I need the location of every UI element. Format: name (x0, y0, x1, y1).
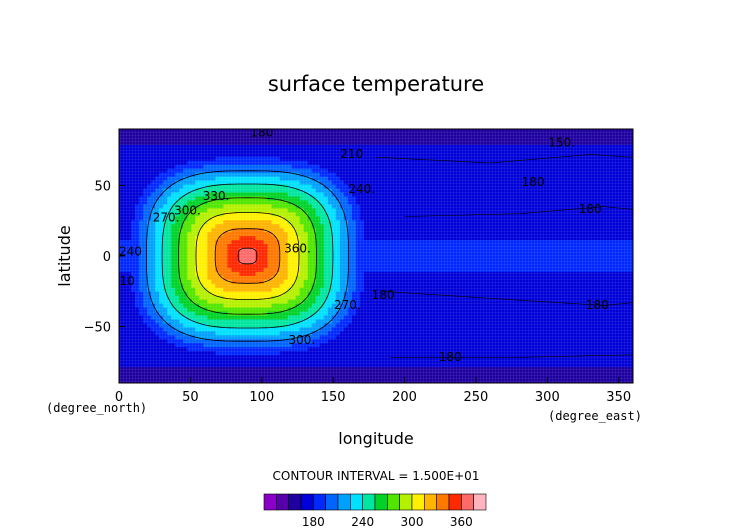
plot-area: 150.180180180180180210240.270.300.330.36… (119, 129, 633, 383)
chart-title: surface temperature (268, 72, 484, 96)
